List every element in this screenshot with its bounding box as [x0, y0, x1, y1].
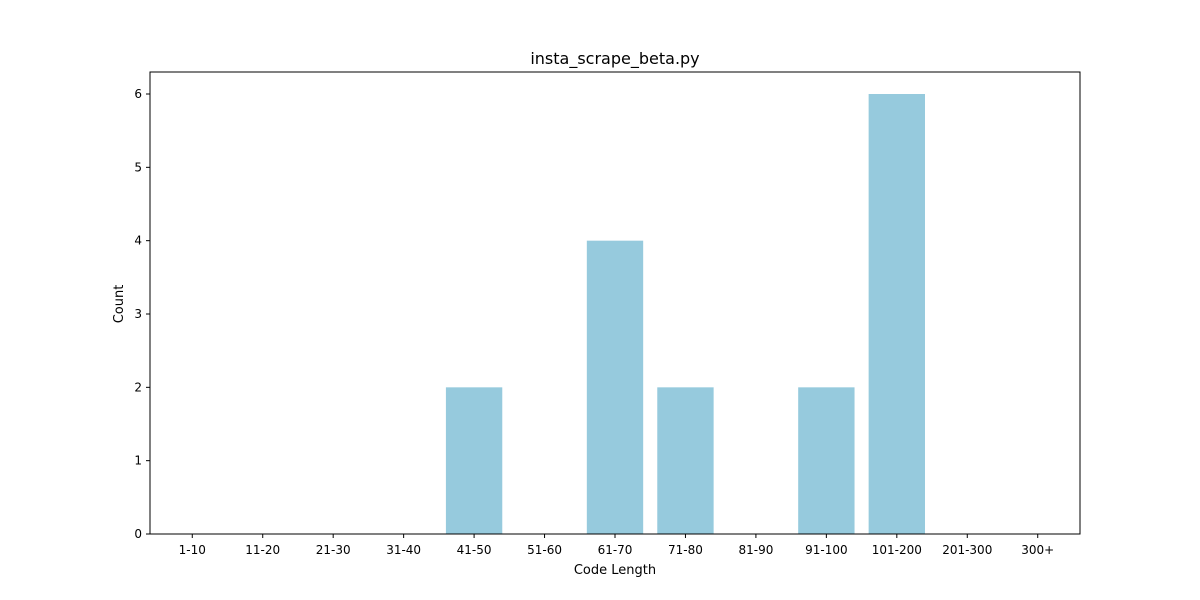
x-tick-label: 31-40	[386, 543, 421, 557]
y-tick-label: 0	[134, 527, 142, 541]
y-tick-label: 2	[134, 380, 142, 394]
x-tick-label: 11-20	[245, 543, 280, 557]
bar-101-200	[868, 94, 925, 534]
x-tick-label: 101-200	[872, 543, 922, 557]
x-tick-label: 41-50	[457, 543, 492, 557]
x-tick-label: 51-60	[527, 543, 562, 557]
bar-91-100	[798, 387, 855, 534]
x-tick-label: 300+	[1021, 543, 1054, 557]
x-tick-label: 61-70	[598, 543, 633, 557]
bar-71-80	[657, 387, 714, 534]
x-tick-label: 71-80	[668, 543, 703, 557]
y-axis-label: Count	[112, 285, 127, 324]
x-tick-label: 81-90	[738, 543, 773, 557]
y-tick-label: 4	[134, 234, 142, 248]
plot-frame	[149, 71, 1081, 535]
y-tick-label: 1	[134, 454, 142, 468]
y-tick-label: 5	[134, 160, 142, 174]
bars-group	[445, 94, 925, 534]
x-axis-ticks: 1-10 11-20 21-30 31-40 41-50 51-60 61-70 71-80 8…	[179, 534, 1054, 557]
y-axis-ticks: 0 1 2 3 4 5 6	[134, 87, 150, 541]
bar-61-70	[586, 240, 644, 534]
chart-title: insta_scrape_beta.py	[530, 49, 699, 69]
x-tick-label: 201-300	[942, 543, 992, 557]
bar-41-50	[445, 387, 503, 534]
x-axis-label: Code Length	[574, 563, 656, 578]
y-tick-label: 3	[134, 307, 142, 321]
x-tick-label: 21-30	[316, 543, 351, 557]
x-tick-label: 91-100	[805, 543, 848, 557]
y-tick-label: 6	[134, 87, 142, 101]
x-tick-label: 1-10	[179, 543, 206, 557]
